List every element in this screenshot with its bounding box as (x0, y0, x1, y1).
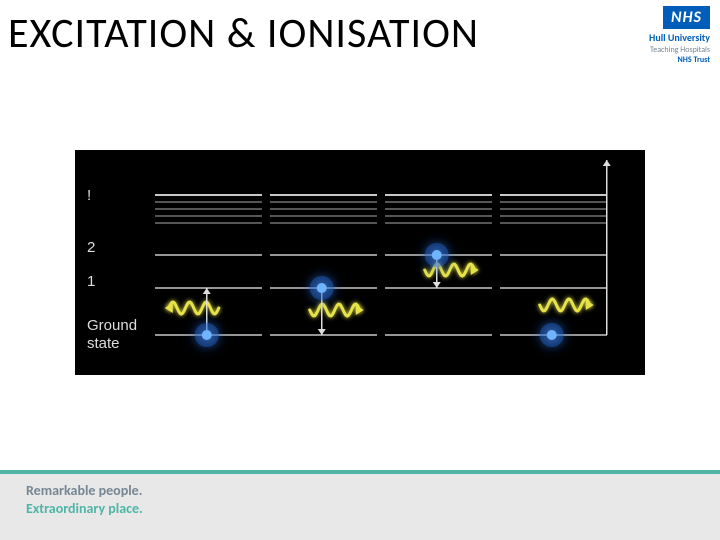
footer-text: Remarkable people. Extraordinary place. (26, 482, 143, 518)
footer-line2: Extraordinary place. (26, 500, 143, 518)
svg-text:!: ! (87, 187, 91, 204)
svg-text:state: state (87, 335, 120, 352)
svg-text:Ground: Ground (87, 317, 137, 334)
nhs-line1: Hull University (649, 31, 710, 44)
footer-line1: Remarkable people. (26, 482, 143, 500)
nhs-line3: NHS Trust (649, 55, 710, 65)
nhs-line2: Teaching Hospitals (649, 45, 710, 55)
nhs-logo: NHS Hull University Teaching Hospitals N… (649, 6, 710, 65)
page-title: EXCITATION & IONISATION (8, 8, 479, 59)
energy-diagram: ! 2 1 Groundstate (75, 150, 645, 375)
svg-text:1: 1 (87, 273, 95, 290)
nhs-block: NHS (663, 6, 710, 29)
diagram-svg: ! 2 1 Groundstate (75, 150, 645, 375)
svg-text:2: 2 (87, 239, 95, 256)
